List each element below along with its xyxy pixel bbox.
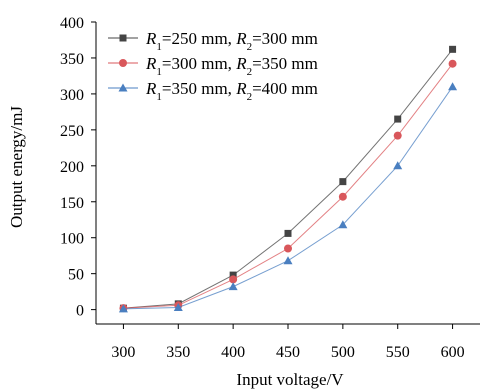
legend-r2-sym: R [235,54,247,73]
y-tick-label: 350 [60,51,84,68]
legend-item-1: R1=250 mm, R2=300 mm [108,29,318,53]
y-tick-label: 0 [76,303,84,320]
data-point [229,275,238,284]
y-tick-label: 200 [60,159,84,176]
legend-r2-sub: 2 [247,91,253,103]
legend-r2-val: =400 mm [252,79,318,98]
data-point [393,131,402,140]
legend-r1-sym: R [145,29,157,48]
legend-r2-sub: 2 [247,66,253,78]
legend-r2-sym: R [235,29,247,48]
data-point [284,229,292,237]
y-tick-label: 150 [60,195,84,212]
x-tick-label: 400 [221,344,245,361]
data-point [229,271,237,279]
data-point [118,304,128,313]
series-3 [118,82,458,313]
legend-r1-sym: R [145,79,157,98]
y-tick-label: 50 [68,267,84,284]
data-point [448,82,458,91]
legend-r1-val: =300 mm, [162,54,236,73]
x-tick-label: 300 [111,344,135,361]
data-point [449,45,457,53]
data-point [284,244,292,253]
series-line [123,86,453,310]
series-line [123,63,453,309]
axes [95,22,480,325]
legend-r1-sub: 1 [156,91,162,103]
x-tick-label: 550 [386,344,410,361]
y-axis-label: Output energy/mJ [7,106,26,228]
y-tick-label: 300 [60,87,84,104]
data-point [228,282,238,291]
data-point [283,256,293,265]
legend-item-2: R1=300 mm, R2=350 mm [108,54,318,78]
x-axis-ticks: 300 350 400 450 500 550 600 [111,324,465,361]
legend-label: R1=350 mm, R2=400 mm [145,79,318,103]
y-tick-label: 400 [60,15,84,32]
legend-r2-sym: R [235,79,247,98]
data-point [338,192,347,201]
legend-r1-sub: 1 [156,66,162,78]
legend-r1-sym: R [145,54,157,73]
legend-r1-val: =350 mm, [162,79,236,98]
x-tick-label: 600 [441,344,465,361]
legend-r2-sub: 2 [247,41,253,53]
y-axis-ticks: 0 50 100 150 200 250 300 350 400 [60,15,96,320]
data-point [393,161,403,170]
legend-label: R1=300 mm, R2=350 mm [145,54,318,78]
series-layer [118,45,458,313]
x-tick-label: 450 [276,344,300,361]
data-point [339,178,347,186]
data-point [338,220,348,229]
legend-r1-val: =250 mm, [162,29,236,48]
y-tick-label: 250 [60,123,84,140]
legend-r1-sub: 1 [156,41,162,53]
x-axis-label: Input voltage/V [236,370,344,389]
x-tick-label: 500 [331,344,355,361]
legend-r2-val: =350 mm [252,54,318,73]
data-point [173,302,183,311]
legend-marker [118,83,128,92]
legend-r2-val: =300 mm [252,29,318,48]
y-tick-label: 100 [60,231,84,248]
x-tick-label: 350 [166,344,190,361]
data-point [448,59,457,68]
legend-marker [119,34,127,42]
data-point [394,115,402,123]
legend-item-3: R1=350 mm, R2=400 mm [108,79,318,103]
legend-marker [119,59,127,67]
legend-label: R1=250 mm, R2=300 mm [145,29,318,53]
